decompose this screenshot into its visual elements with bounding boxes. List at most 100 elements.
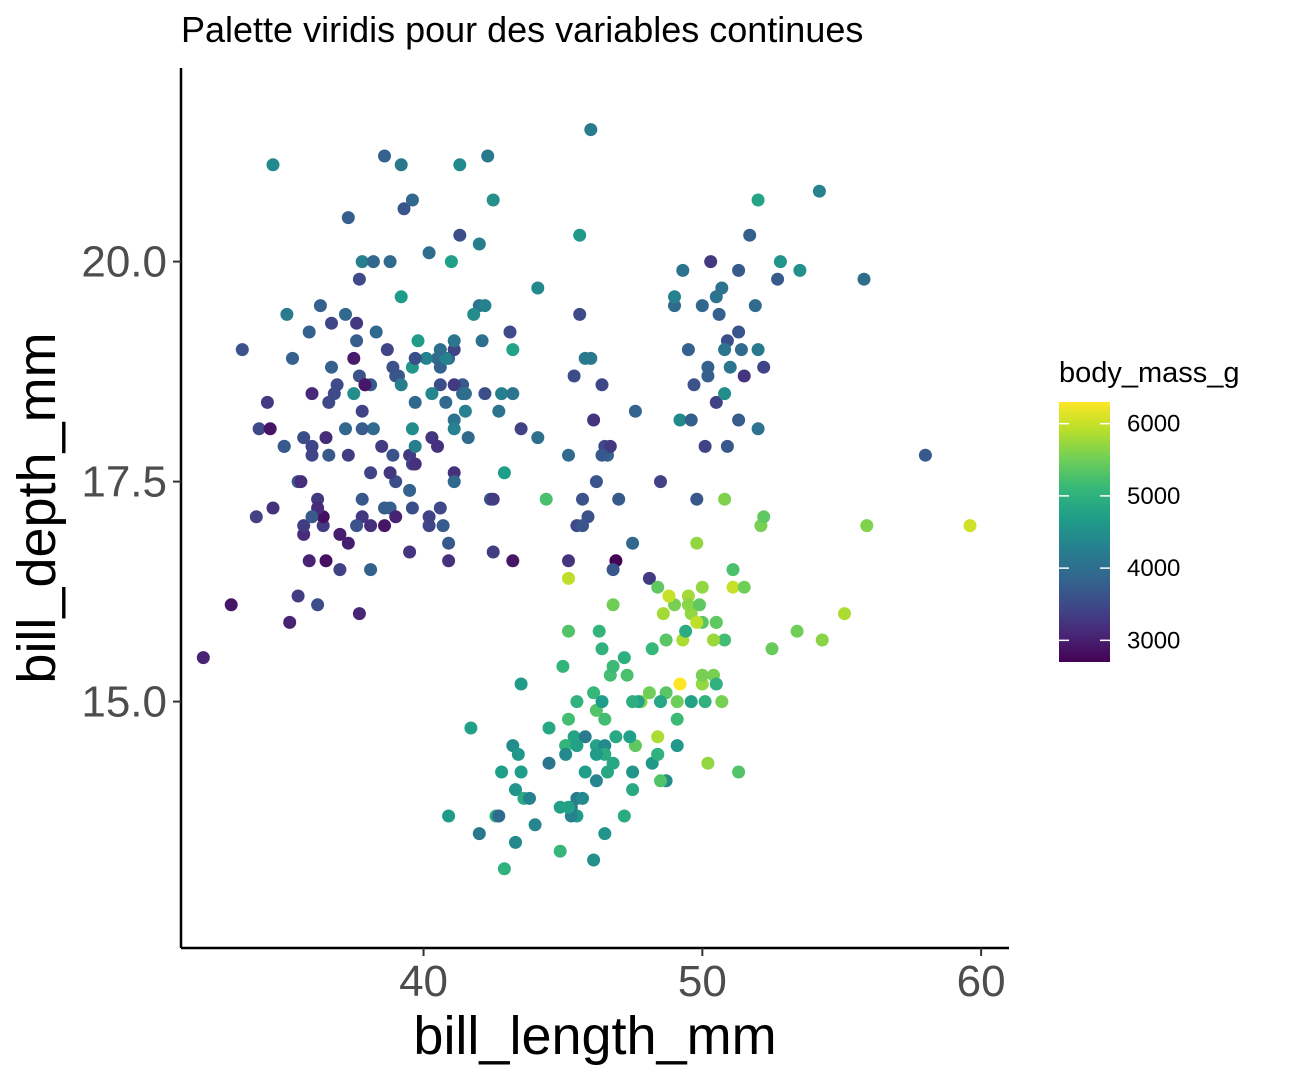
data-point	[224, 598, 238, 612]
data-point	[319, 554, 333, 568]
data-point	[589, 475, 603, 489]
data-point	[553, 844, 567, 858]
data-point	[447, 422, 461, 436]
data-point	[556, 659, 570, 673]
data-point	[654, 475, 667, 489]
data-point	[693, 598, 706, 612]
data-point	[542, 721, 556, 735]
data-point	[695, 668, 709, 682]
data-point	[475, 334, 489, 348]
data-point	[654, 774, 667, 788]
data-point	[570, 695, 584, 709]
data-point	[718, 492, 732, 506]
data-point	[606, 659, 620, 673]
data-point	[297, 431, 311, 445]
data-point	[339, 422, 352, 436]
colorbar-tick-label: 3000	[1127, 627, 1180, 654]
data-point	[595, 378, 609, 392]
data-point	[472, 237, 486, 251]
data-point	[394, 378, 408, 392]
data-point	[626, 695, 640, 709]
data-point	[352, 272, 366, 286]
data-point	[313, 299, 327, 313]
data-point	[511, 747, 525, 761]
data-point	[732, 325, 746, 339]
data-point	[383, 255, 397, 269]
data-point	[576, 519, 589, 533]
colorbar	[1059, 402, 1110, 662]
data-point	[531, 281, 545, 295]
data-point	[364, 563, 378, 577]
data-point	[709, 395, 723, 409]
data-point	[408, 351, 422, 365]
data-point	[542, 756, 556, 770]
data-point	[352, 607, 366, 621]
data-point	[723, 360, 737, 374]
data-point	[453, 158, 467, 172]
data-point	[757, 360, 771, 374]
data-point	[422, 246, 436, 260]
data-point	[606, 598, 620, 612]
data-point	[464, 721, 478, 735]
data-point	[737, 580, 751, 594]
data-point	[751, 343, 765, 357]
data-point	[617, 651, 631, 665]
data-point	[651, 580, 665, 594]
color-legend: body_mass_g 3000 4000 5000 6000	[1059, 357, 1240, 662]
data-point	[495, 765, 509, 779]
data-point	[709, 677, 723, 691]
data-point	[531, 431, 545, 445]
data-point	[701, 369, 715, 383]
data-point	[715, 281, 729, 295]
colorbar-ticks: 3000 4000 5000 6000	[1059, 411, 1180, 654]
data-point	[383, 466, 397, 480]
y-tick-label: 20.0	[81, 238, 167, 287]
data-point	[341, 448, 355, 462]
data-point	[857, 272, 871, 286]
data-point	[486, 545, 500, 559]
data-point	[659, 633, 673, 647]
data-point	[670, 739, 684, 753]
data-point	[589, 747, 603, 761]
data-point	[497, 466, 511, 480]
data-point	[567, 369, 581, 383]
data-point	[963, 519, 977, 533]
data-point	[481, 149, 495, 163]
data-point	[297, 519, 311, 533]
data-point	[684, 695, 698, 709]
data-point	[350, 334, 364, 348]
data-point	[726, 580, 740, 594]
data-point	[294, 475, 308, 489]
data-point	[701, 756, 715, 770]
data-point	[587, 686, 601, 700]
data-point	[442, 809, 456, 823]
data-point	[447, 378, 461, 392]
data-point	[364, 466, 378, 480]
data-point	[478, 387, 492, 401]
data-point	[509, 783, 522, 797]
data-point	[506, 343, 520, 357]
y-axis-ticks: 15.0 17.5 20.0	[81, 238, 181, 727]
x-axis-ticks: 40 50 60	[399, 948, 1006, 1006]
data-point	[333, 527, 347, 541]
data-point	[681, 598, 695, 612]
data-point	[458, 387, 472, 401]
data-point	[347, 351, 361, 365]
data-point	[626, 536, 640, 550]
data-point	[305, 387, 319, 401]
data-point	[654, 695, 667, 709]
data-point	[447, 475, 461, 489]
data-point	[793, 263, 807, 277]
data-point	[751, 422, 765, 436]
data-point	[651, 747, 665, 761]
data-point	[514, 422, 528, 436]
data-point	[771, 272, 785, 286]
data-point	[757, 510, 771, 524]
data-point	[380, 343, 394, 357]
data-point	[439, 395, 453, 409]
y-axis-title: bill_depth_mm	[7, 332, 67, 683]
data-point	[690, 492, 704, 506]
data-point	[249, 510, 263, 524]
data-points	[196, 123, 977, 876]
